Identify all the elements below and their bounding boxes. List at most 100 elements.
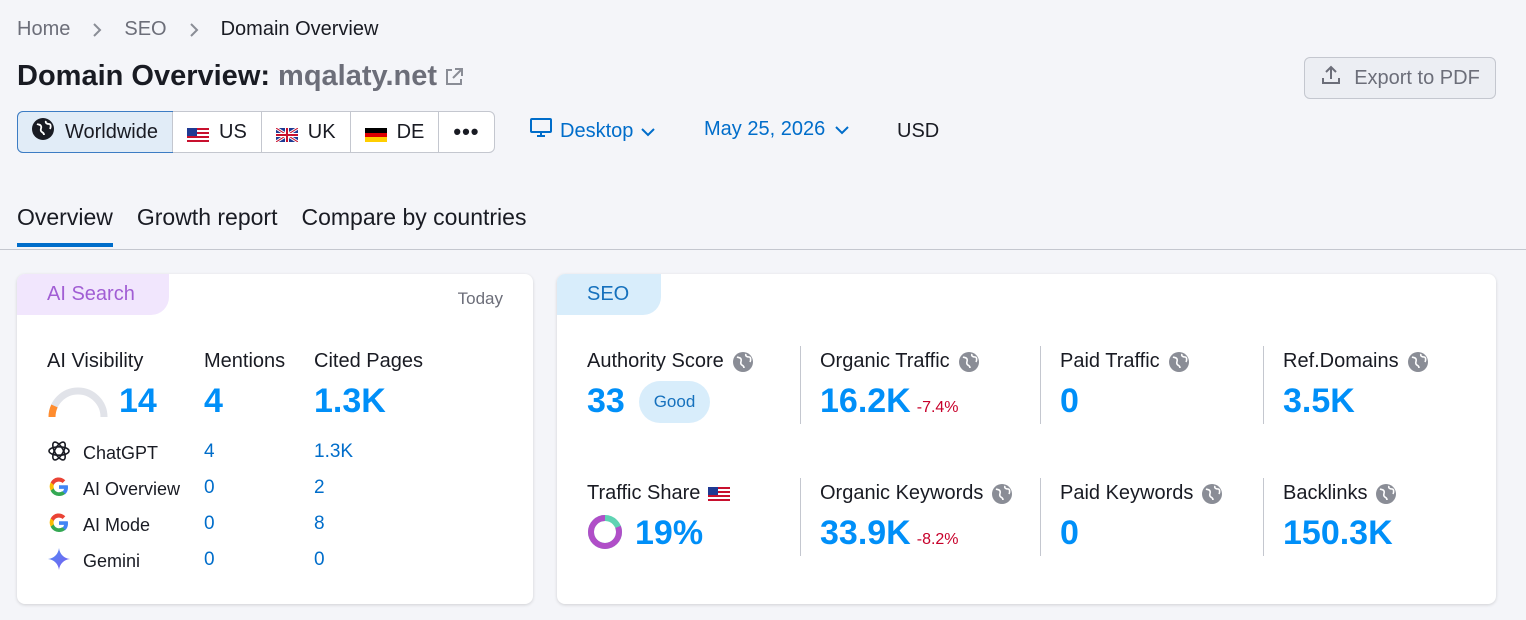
more-databases-button[interactable]: ••• (438, 112, 493, 152)
device-label: Desktop (560, 119, 634, 142)
db-uk[interactable]: UK (260, 112, 350, 152)
google-icon (47, 511, 71, 540)
globe-icon (31, 117, 55, 147)
traffic-share-value[interactable]: 19% (635, 514, 704, 552)
upload-icon (1320, 64, 1342, 92)
globe-icon (958, 351, 980, 373)
chevron-down-icon (641, 120, 656, 143)
us-flag-icon (187, 125, 209, 142)
mentions-header: Mentions (204, 350, 286, 372)
chatgpt-icon (47, 439, 71, 468)
db-label: Worldwide (65, 120, 158, 143)
organic-keywords-label: Organic Keywords (820, 482, 1013, 505)
chevron-right-icon (189, 22, 199, 37)
db-us[interactable]: US (172, 112, 261, 152)
date-selector[interactable]: May 25, 2026 (704, 118, 849, 141)
more-icon: ••• (453, 119, 480, 144)
cited-pages-value[interactable]: 1.3K (314, 382, 386, 420)
organic-traffic-value[interactable]: 16.2K (820, 382, 911, 420)
ai-mode-cited[interactable]: 8 (314, 513, 325, 534)
uk-flag-icon (274, 125, 299, 144)
today-label: Today (457, 289, 503, 308)
row-label: Gemini (83, 551, 141, 571)
traffic-share-label: Traffic Share (587, 482, 731, 505)
authority-score-label: Authority Score (587, 350, 754, 373)
paid-traffic-value[interactable]: 0 (1060, 382, 1079, 420)
db-label: US (219, 120, 247, 143)
ai-visibility-value[interactable]: 14 (119, 382, 157, 420)
chatgpt-mentions[interactable]: 4 (204, 441, 215, 462)
de-flag-icon (364, 125, 387, 142)
globe-icon (1375, 483, 1397, 505)
db-label: DE (396, 120, 425, 143)
traffic-share-donut (587, 514, 623, 555)
database-selector: Worldwide US UK DE ••• (17, 111, 495, 153)
backlinks-label: Backlinks (1283, 482, 1397, 505)
db-worldwide[interactable]: Worldwide (17, 111, 173, 153)
label-text: Organic Traffic (820, 350, 950, 372)
label-text: Traffic Share (587, 482, 701, 504)
ai-overview-mentions[interactable]: 0 (204, 477, 215, 498)
organic-keywords-metric: 33.9K -8.2% (820, 514, 959, 553)
organic-traffic-change: -7.4% (916, 399, 959, 416)
breadcrumb: Home SEO Domain Overview (17, 18, 378, 41)
external-link-icon[interactable] (443, 66, 465, 88)
paid-keywords-label: Paid Keywords (1060, 482, 1223, 505)
globe-icon (991, 483, 1013, 505)
mentions-value[interactable]: 4 (204, 382, 223, 420)
desktop-icon (530, 118, 552, 144)
ai-search-card: AI Search Today AI Visibility Mentions C… (17, 274, 533, 604)
backlinks-value[interactable]: 150.3K (1283, 514, 1393, 552)
organic-keywords-change: -8.2% (916, 531, 959, 548)
divider (1263, 346, 1264, 424)
tab-compare-by-countries[interactable]: Compare by countries (301, 204, 527, 230)
label-text: Ref.Domains (1283, 350, 1399, 372)
ai-visibility-header: AI Visibility (47, 350, 144, 372)
db-de[interactable]: DE (349, 112, 439, 152)
domain-name: mqalaty.net (278, 60, 438, 92)
ref-domains-label: Ref.Domains (1283, 350, 1429, 373)
ai-mode-mentions[interactable]: 0 (204, 513, 215, 534)
device-selector[interactable]: Desktop (530, 118, 656, 144)
divider (1040, 346, 1041, 424)
divider (800, 346, 801, 424)
label-text: Authority Score (587, 350, 724, 372)
breadcrumb-home[interactable]: Home (17, 18, 71, 40)
label-text: Backlinks (1283, 482, 1368, 504)
paid-keywords-value[interactable]: 0 (1060, 514, 1079, 552)
export-pdf-button[interactable]: Export to PDF (1304, 57, 1496, 99)
divider (1263, 478, 1264, 556)
chatgpt-cited[interactable]: 1.3K (314, 441, 354, 462)
report-tabs: Overview Growth report Compare by countr… (17, 204, 526, 247)
row-gemini: Gemini (47, 547, 140, 576)
row-label: ChatGPT (83, 443, 159, 463)
ref-domains-value[interactable]: 3.5K (1283, 382, 1355, 420)
tab-growth-report[interactable]: Growth report (136, 204, 278, 230)
organic-keywords-value[interactable]: 33.9K (820, 514, 911, 552)
ai-search-pill: AI Search (17, 274, 169, 315)
currency-label: USD (897, 120, 940, 142)
google-icon (47, 475, 71, 504)
gemini-cited[interactable]: 0 (314, 549, 325, 570)
tabs-divider (0, 249, 1526, 250)
chevron-right-icon (92, 22, 102, 37)
ai-overview-cited[interactable]: 2 (314, 477, 325, 498)
authority-score-value[interactable]: 33 (587, 382, 625, 420)
gemini-icon (47, 547, 71, 576)
label-text: Paid Keywords (1060, 482, 1194, 504)
ai-visibility-gauge (47, 386, 109, 425)
tab-overview[interactable]: Overview (17, 204, 113, 247)
db-label: UK (307, 120, 336, 143)
row-ai-mode: AI Mode (47, 511, 150, 540)
seo-pill: SEO (557, 274, 661, 315)
breadcrumb-seo[interactable]: SEO (124, 18, 167, 40)
cited-pages-header: Cited Pages (314, 350, 423, 372)
date-label: May 25, 2026 (704, 118, 826, 140)
row-label: AI Overview (83, 479, 181, 499)
gemini-mentions[interactable]: 0 (204, 549, 215, 570)
globe-icon (732, 351, 754, 373)
globe-icon (1407, 351, 1429, 373)
authority-badge: Good (639, 381, 710, 423)
seo-card: SEO Authority Score 33 Good Organic Traf… (557, 274, 1496, 604)
page-title: Domain Overview: mqalaty.net (17, 60, 465, 93)
